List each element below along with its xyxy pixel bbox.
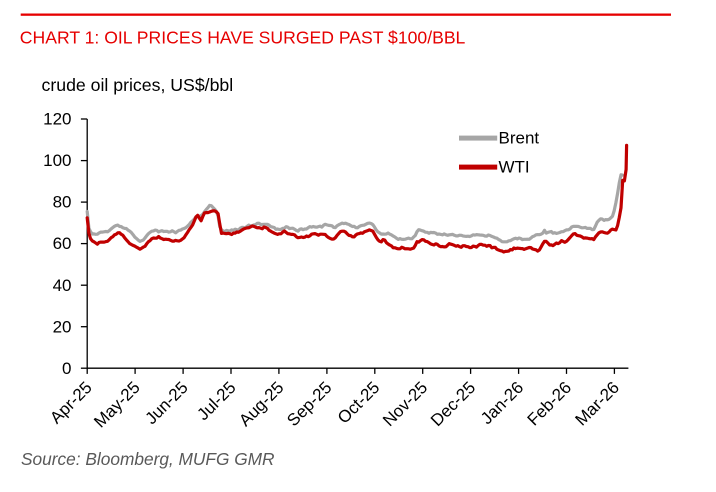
svg-text:20: 20 — [53, 317, 72, 336]
svg-text:100: 100 — [43, 151, 71, 170]
svg-text:60: 60 — [53, 234, 72, 253]
svg-text:WTI: WTI — [499, 158, 530, 177]
svg-text:crude oil prices, US$/bbl: crude oil prices, US$/bbl — [42, 75, 234, 95]
svg-text:Brent: Brent — [499, 129, 540, 148]
svg-text:120: 120 — [43, 110, 71, 129]
svg-text:Source: Bloomberg, MUFG GMR: Source: Bloomberg, MUFG GMR — [21, 449, 275, 469]
svg-text:40: 40 — [53, 276, 72, 295]
svg-text:CHART 1: OIL PRICES HAVE SURGE: CHART 1: OIL PRICES HAVE SURGED PAST $10… — [20, 27, 466, 47]
svg-text:80: 80 — [53, 193, 72, 212]
svg-text:0: 0 — [62, 359, 71, 378]
